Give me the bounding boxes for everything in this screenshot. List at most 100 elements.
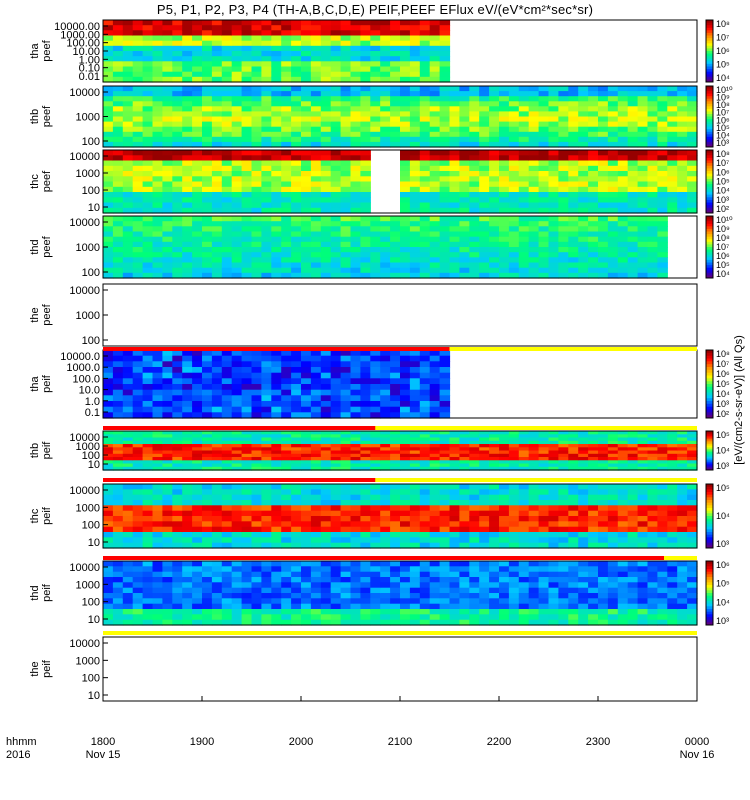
spectrogram-cell [370, 434, 381, 439]
spectrogram-cell [528, 126, 540, 133]
spectrogram-cell [568, 484, 579, 490]
spectrogram-cell [142, 460, 154, 465]
spectrogram-cell [271, 236, 282, 243]
colorbar-segment [706, 124, 713, 128]
spectrogram-cell [449, 121, 460, 128]
spectrogram-cell [211, 505, 223, 512]
spectrogram-cell [528, 500, 540, 506]
spectrogram-cell [152, 384, 163, 391]
spectrogram-cell [340, 395, 352, 402]
spectrogram-cell [459, 231, 470, 238]
spectrogram-cell [182, 71, 193, 78]
spectrogram-cell [350, 542, 361, 549]
spectrogram-cell [687, 505, 698, 512]
colorbar-segment [706, 484, 713, 488]
spectrogram-cell [340, 367, 352, 374]
colorbar-segment [706, 176, 713, 180]
spectrogram-cell [142, 378, 154, 385]
spectrogram-cell [202, 395, 213, 402]
spectrogram-cell [301, 437, 312, 442]
spectrogram-cell [400, 361, 411, 368]
spectrogram-cell [241, 61, 253, 68]
spectrogram-cell [182, 516, 193, 522]
spectrogram-cell [211, 463, 223, 468]
spectrogram-cell [469, 521, 480, 528]
spectrogram-cell [301, 45, 312, 52]
spectrogram-cell [578, 197, 589, 204]
spectrogram-cell [182, 272, 193, 279]
spectrogram-cell [261, 171, 272, 177]
spectrogram-cell [241, 131, 253, 138]
panel-label-probe: thc [29, 174, 41, 189]
spectrogram-cell [241, 440, 253, 445]
spectrogram-cell [261, 384, 272, 391]
spectrogram-cell [390, 361, 401, 368]
spectrogram-cell [221, 160, 233, 167]
panel-label: thbpeef [29, 105, 53, 127]
spectrogram-cell [558, 450, 569, 455]
spectrogram-cell [162, 247, 173, 253]
spectrogram-cell [518, 165, 530, 172]
spectrogram-cell [538, 252, 550, 258]
spectrogram-cell [499, 542, 510, 549]
spectrogram-cell [261, 91, 272, 97]
spectrogram-cell [528, 453, 540, 458]
spectrogram-cell [627, 453, 639, 458]
spectrogram-cell [310, 155, 322, 162]
spectrogram-cell [429, 51, 441, 57]
spectrogram-cell [241, 111, 253, 118]
spectrogram-cell [449, 171, 460, 177]
spectrogram-cell [182, 121, 193, 128]
spectrogram-cell [142, 395, 154, 402]
spectrogram-cell [330, 378, 342, 385]
spectrogram-cell [360, 150, 371, 156]
spectrogram-cell [241, 437, 253, 442]
spectrogram-cell [588, 434, 599, 439]
spectrogram-cell [112, 121, 124, 128]
spectrogram-cell [162, 489, 173, 496]
spectrogram-cell [469, 165, 480, 172]
spectrogram-cell [103, 406, 114, 413]
colorbar-segment [706, 398, 713, 402]
spectrogram-cell [400, 372, 411, 379]
spectrogram-cell [360, 231, 371, 238]
spectrogram-cell [637, 537, 649, 544]
spectrogram-cell [172, 431, 183, 435]
spectrogram-cell [103, 598, 114, 605]
spectrogram-cell [370, 444, 381, 448]
spectrogram-cell [499, 176, 510, 183]
spectrogram-cell [479, 542, 490, 549]
spectrogram-cell [340, 437, 352, 442]
spectrogram-cell [558, 241, 569, 248]
spectrogram-cell [657, 431, 668, 435]
spectrogram-cell [271, 45, 282, 52]
spectrogram-cell [211, 126, 223, 133]
spectrogram-cell [142, 577, 154, 583]
spectrogram-cell [617, 165, 629, 172]
spectrogram-cell [202, 355, 213, 362]
spectrogram-cell [400, 106, 411, 112]
spectrogram-cell [528, 257, 540, 264]
colorbar-segment [706, 43, 713, 47]
spectrogram-cell [330, 440, 342, 445]
spectrogram-cell [350, 131, 361, 138]
spectrogram-cell [449, 516, 460, 522]
spectrogram-cell [667, 500, 678, 506]
spectrogram-cell [162, 165, 173, 172]
spectrogram-cell [479, 521, 490, 528]
spectrogram-cell [142, 76, 154, 83]
spectrogram-cell [538, 440, 550, 445]
spectrogram-cell [548, 192, 559, 198]
spectrogram-cell [429, 181, 441, 188]
spectrogram-cell [607, 434, 619, 439]
spectrogram-cell [508, 252, 520, 258]
spectrogram-cell [330, 516, 342, 522]
colorbar-segment [706, 181, 713, 185]
spectrogram-cell [469, 460, 480, 465]
spectrogram-cell [251, 361, 262, 368]
spectrogram-cell [429, 537, 441, 544]
spectrogram-cell [301, 367, 312, 374]
spectrogram-cell [439, 444, 451, 448]
spectrogram-cell [578, 434, 589, 439]
spectrogram-cell [499, 197, 510, 204]
